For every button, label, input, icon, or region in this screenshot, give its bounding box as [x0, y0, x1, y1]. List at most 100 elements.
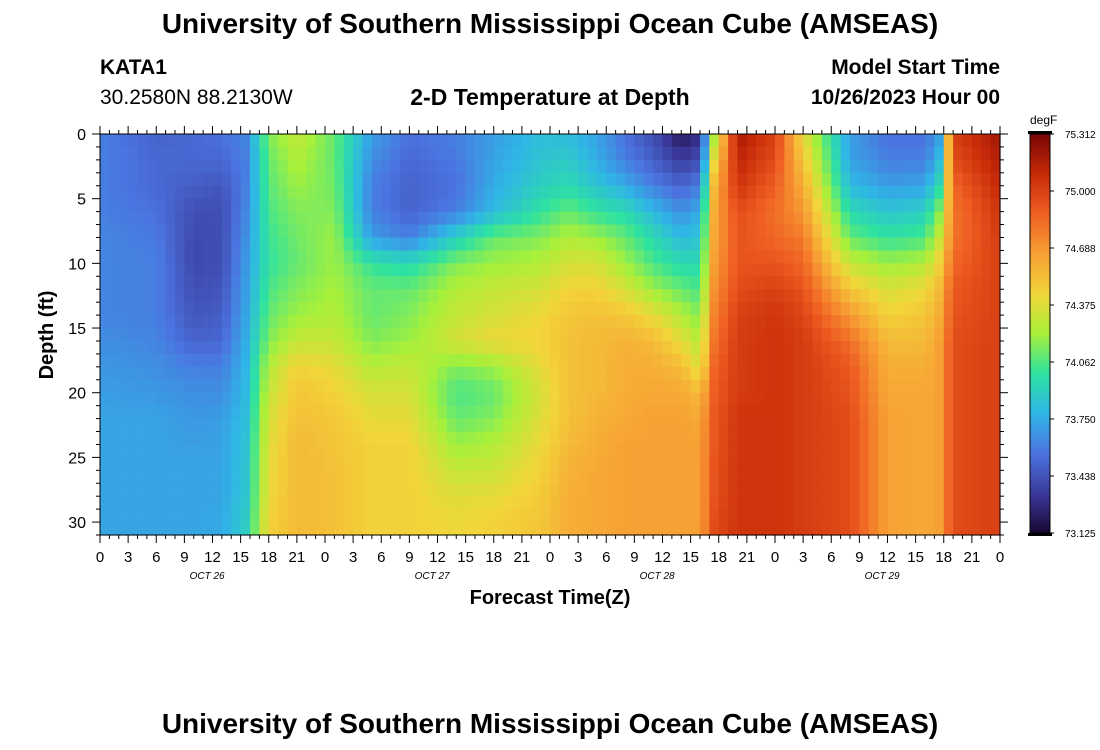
- heatmap-cell: [709, 134, 720, 148]
- heatmap-cell: [775, 444, 785, 458]
- heatmap-cell: [100, 353, 110, 368]
- heatmap-cell: [831, 224, 842, 239]
- heatmap-cell: [231, 134, 242, 148]
- heatmap-cell: [821, 172, 832, 187]
- heatmap-cell: [456, 263, 467, 277]
- heatmap-cell: [643, 328, 654, 342]
- heatmap-cell: [812, 431, 823, 446]
- heatmap-cell: [446, 418, 457, 433]
- heatmap-cell: [100, 302, 110, 316]
- heatmap-cell: [878, 353, 889, 368]
- heatmap-cell: [634, 483, 645, 497]
- heatmap-cell: [831, 470, 842, 484]
- heatmap-cell: [371, 353, 382, 368]
- heatmap-cell: [437, 263, 448, 277]
- heatmap-cell: [278, 353, 289, 368]
- heatmap-cell: [259, 457, 270, 471]
- heatmap-cell: [203, 470, 214, 484]
- heatmap-cell: [250, 146, 260, 161]
- heatmap-cell: [100, 392, 110, 407]
- heatmap-cell: [175, 185, 185, 200]
- heatmap-cell: [437, 444, 448, 458]
- heatmap-cell: [334, 134, 345, 148]
- heatmap-cell: [971, 315, 982, 329]
- heatmap-cell: [737, 185, 748, 200]
- heatmap-cell: [484, 315, 495, 329]
- heatmap-cell: [925, 418, 935, 433]
- heatmap-cell: [156, 328, 167, 342]
- heatmap-cell: [653, 276, 664, 290]
- heatmap-cell: [278, 431, 289, 446]
- heatmap-cell: [728, 328, 739, 342]
- heatmap-cell: [943, 250, 954, 264]
- heatmap-cell: [165, 276, 176, 290]
- heatmap-cell: [690, 392, 701, 407]
- heatmap-cell: [568, 185, 579, 200]
- heatmap-cell: [906, 470, 917, 484]
- heatmap-cell: [643, 134, 654, 148]
- heatmap-cell: [128, 392, 139, 407]
- heatmap-cell: [793, 134, 804, 148]
- heatmap-cell: [896, 134, 907, 148]
- heatmap-cell: [615, 366, 626, 381]
- heatmap-cell: [184, 431, 195, 446]
- heatmap-cell: [662, 263, 673, 277]
- heatmap-cell: [587, 302, 598, 316]
- heatmap-cell: [821, 211, 832, 226]
- heatmap-cell: [212, 198, 223, 213]
- heatmap-cell: [943, 444, 954, 458]
- heatmap-cell: [690, 353, 701, 368]
- heatmap-cell: [662, 392, 673, 407]
- heatmap-cell: [343, 353, 354, 368]
- heatmap-cell: [671, 392, 682, 407]
- y-tick-label: 25: [68, 450, 86, 467]
- heatmap-cell: [203, 457, 214, 471]
- heatmap-cell: [306, 340, 317, 355]
- heatmap-cell: [540, 315, 551, 329]
- heatmap-cell: [493, 302, 504, 316]
- heatmap-cell: [559, 353, 570, 368]
- heatmap-cell: [812, 418, 823, 433]
- heatmap-cell: [831, 405, 842, 420]
- heatmap-cell: [812, 470, 823, 484]
- heatmap-cell: [728, 134, 739, 148]
- heatmap-cell: [184, 159, 195, 174]
- heatmap-cell: [465, 250, 476, 264]
- heatmap-cell: [981, 302, 992, 316]
- heatmap-cell: [418, 276, 429, 290]
- heatmap-cell: [793, 379, 804, 394]
- heatmap-cell: [765, 211, 776, 226]
- heatmap-cell: [493, 289, 504, 303]
- heatmap-cell: [221, 276, 232, 290]
- heatmap-cell: [334, 379, 345, 394]
- heatmap-cell: [221, 366, 232, 381]
- heatmap-cell: [437, 224, 448, 239]
- heatmap-cell: [484, 159, 495, 174]
- heatmap-cell: [418, 392, 429, 407]
- heatmap-cell: [793, 457, 804, 471]
- heatmap-cell: [737, 250, 748, 264]
- heatmap-cell: [868, 276, 879, 290]
- heatmap-cell: [746, 172, 757, 187]
- heatmap-cell: [231, 457, 242, 471]
- heatmap-cell: [250, 289, 260, 303]
- heatmap-cell: [653, 431, 664, 446]
- heatmap-cell: [784, 159, 795, 174]
- heatmap-cell: [756, 509, 767, 523]
- heatmap-cell: [203, 340, 214, 355]
- heatmap-cell: [662, 289, 673, 303]
- heatmap-cell: [737, 198, 748, 213]
- heatmap-cell: [400, 470, 410, 484]
- heatmap-cell: [596, 379, 607, 394]
- heatmap-cell: [681, 146, 692, 161]
- heatmap-cell: [278, 250, 289, 264]
- heatmap-cell: [146, 224, 157, 239]
- heatmap-cell: [728, 224, 739, 239]
- heatmap-cell: [325, 185, 335, 200]
- heatmap-cell: [446, 289, 457, 303]
- heatmap-cell: [728, 185, 739, 200]
- heatmap-cell: [465, 198, 476, 213]
- heatmap-cell: [718, 250, 729, 264]
- heatmap-cell: [971, 263, 982, 277]
- heatmap-cell: [465, 392, 476, 407]
